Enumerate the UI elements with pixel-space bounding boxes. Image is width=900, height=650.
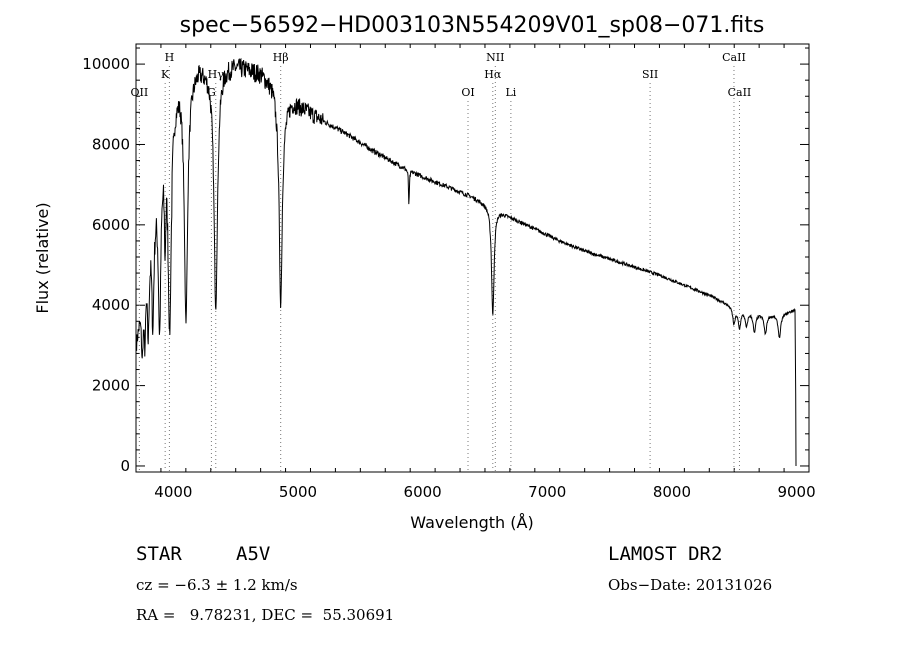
redshift-readout: cz = −6.3 ± 1.2 km/s: [136, 576, 298, 594]
line-marker-label: OI: [461, 86, 474, 99]
observation-date: Obs−Date: 20131026: [608, 576, 772, 594]
y-tick-label: 6000: [92, 216, 130, 234]
line-marker-label: SII: [642, 68, 658, 81]
spectral-subclass: A5V: [236, 543, 270, 565]
x-tick-label: 4000: [154, 483, 192, 501]
line-marker-label: G: [207, 86, 216, 99]
line-marker-label: Hγ: [208, 68, 225, 81]
y-axis-label: Flux (relative): [33, 202, 52, 313]
coordinates-readout: RA = 9.78231, DEC = 55.30691: [136, 606, 394, 624]
line-marker-label: H: [165, 51, 175, 64]
y-axis-ticks: 0 2000 4000 6000 8000 10000: [82, 47, 809, 475]
chart-title: spec−56592−HD003103N554209V01_sp08−071.f…: [180, 13, 765, 38]
x-axis-ticks: 4000 5000 6000 7000 8000 9000: [135, 44, 816, 501]
line-marker-label: OII: [131, 86, 149, 99]
spectrum-series-line: [136, 57, 797, 467]
y-tick-label: 2000: [92, 377, 130, 395]
object-type: STAR: [136, 543, 182, 565]
line-marker-label: Li: [505, 86, 516, 99]
y-tick-label: 0: [120, 457, 130, 475]
line-marker-label: K: [161, 68, 170, 81]
line-marker-label: CaII: [722, 51, 746, 64]
y-tick-label: 4000: [92, 296, 130, 314]
line-marker-label: NII: [486, 51, 504, 64]
x-tick-label: 7000: [528, 483, 566, 501]
plot-frame: [135, 43, 810, 473]
y-tick-label: 10000: [82, 55, 130, 73]
x-axis-label: Wavelength (Å): [410, 513, 533, 532]
x-tick-label: 9000: [777, 483, 815, 501]
x-tick-label: 5000: [279, 483, 317, 501]
line-marker-label: CaII: [728, 86, 752, 99]
survey-name: LAMOST DR2: [608, 543, 722, 565]
line-marker-label: Hα: [484, 68, 502, 81]
y-tick-label: 8000: [92, 135, 130, 153]
line-marker-label: Hβ: [273, 51, 289, 64]
x-tick-label: 8000: [653, 483, 691, 501]
x-tick-label: 6000: [404, 483, 442, 501]
